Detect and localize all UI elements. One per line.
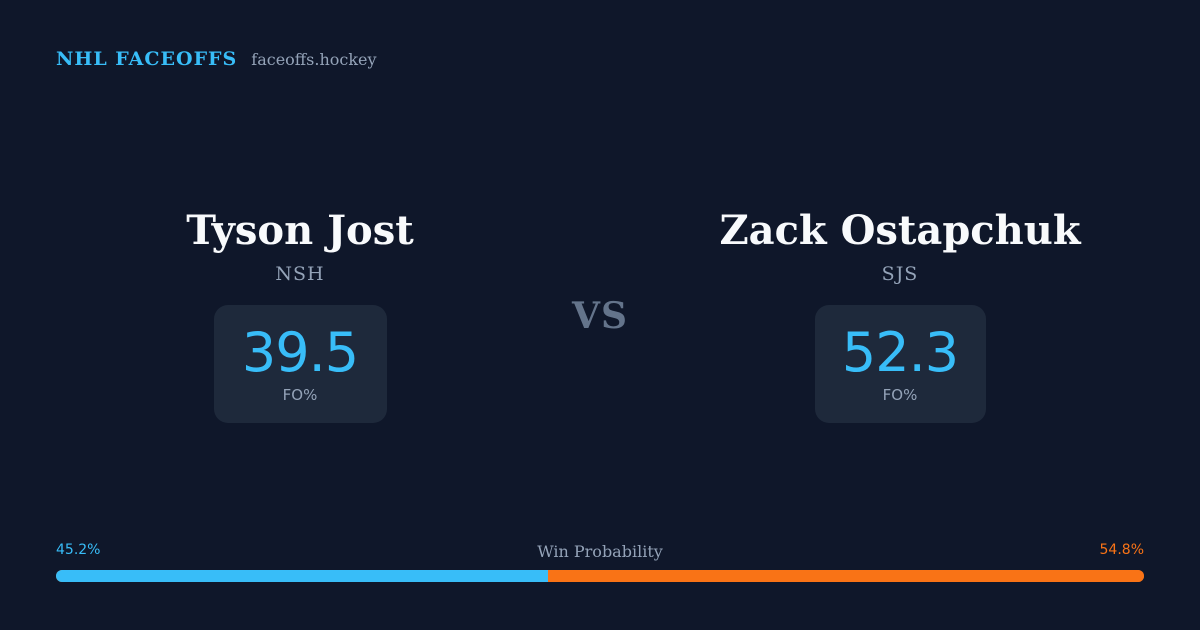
player-left-card: Tyson Jost NSH 39.5 FO% <box>90 205 510 423</box>
player-right-team: SJS <box>881 263 919 285</box>
win-probability-left-fill <box>56 570 548 582</box>
brand-site: faceoffs.hockey <box>251 50 377 69</box>
win-probability-right-label: 54.8% <box>1099 542 1144 558</box>
player-right-card: Zack Ostapchuk SJS 52.3 FO% <box>690 205 1110 423</box>
brand-header: NHL FACEOFFS faceoffs.hockey <box>56 48 377 72</box>
player-left-team: NSH <box>275 263 325 285</box>
player-right-fo-label: FO% <box>882 386 918 404</box>
player-right-name: Zack Ostapchuk <box>719 207 1081 254</box>
win-probability-title: Win Probability <box>537 542 663 561</box>
player-left-fo-value: 39.5 <box>241 321 359 384</box>
win-probability-right-fill <box>547 570 1144 582</box>
player-right-fo-value: 52.3 <box>841 321 959 384</box>
player-left-name: Tyson Jost <box>186 207 414 254</box>
brand-title: NHL FACEOFFS <box>56 48 238 70</box>
player-right-stat-box: 52.3 FO% <box>814 305 986 423</box>
win-probability-left-label: 45.2% <box>56 542 101 558</box>
vs-label: VS <box>572 295 628 337</box>
player-left-stat-box: 39.5 FO% <box>213 305 387 423</box>
player-left-fo-label: FO% <box>282 386 318 404</box>
win-probability-bar <box>56 570 1144 582</box>
win-probability-labels: 45.2% Win Probability 54.8% <box>56 542 1144 562</box>
